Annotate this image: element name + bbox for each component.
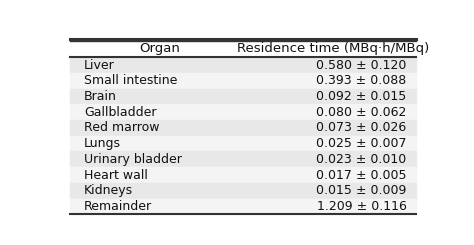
Bar bbox=[70, 183, 416, 199]
Bar bbox=[70, 136, 416, 151]
Text: 0.080 ± 0.062: 0.080 ± 0.062 bbox=[316, 106, 406, 119]
Text: Organ: Organ bbox=[140, 42, 181, 55]
Bar bbox=[70, 120, 416, 136]
Text: Kidneys: Kidneys bbox=[84, 184, 133, 197]
Text: 0.015 ± 0.009: 0.015 ± 0.009 bbox=[316, 184, 406, 197]
Bar bbox=[70, 167, 416, 183]
Bar bbox=[70, 39, 416, 57]
Text: Heart wall: Heart wall bbox=[84, 169, 148, 182]
Text: Lungs: Lungs bbox=[84, 137, 121, 150]
Text: 0.092 ± 0.015: 0.092 ± 0.015 bbox=[316, 90, 406, 103]
Text: 0.023 ± 0.010: 0.023 ± 0.010 bbox=[316, 153, 406, 166]
Text: 0.393 ± 0.088: 0.393 ± 0.088 bbox=[316, 74, 406, 87]
Text: 0.017 ± 0.005: 0.017 ± 0.005 bbox=[316, 169, 406, 182]
Text: Liver: Liver bbox=[84, 59, 115, 72]
Text: 0.580 ± 0.120: 0.580 ± 0.120 bbox=[316, 59, 406, 72]
Bar bbox=[70, 89, 416, 104]
Text: Remainder: Remainder bbox=[84, 200, 152, 213]
Text: Urinary bladder: Urinary bladder bbox=[84, 153, 182, 166]
Text: 0.025 ± 0.007: 0.025 ± 0.007 bbox=[316, 137, 406, 150]
Bar bbox=[70, 57, 416, 73]
Bar bbox=[70, 151, 416, 167]
Text: 0.073 ± 0.026: 0.073 ± 0.026 bbox=[316, 122, 406, 135]
Text: Brain: Brain bbox=[84, 90, 117, 103]
Bar bbox=[70, 104, 416, 120]
Text: Small intestine: Small intestine bbox=[84, 74, 178, 87]
Bar bbox=[70, 73, 416, 89]
Text: Gallbladder: Gallbladder bbox=[84, 106, 157, 119]
Text: 1.209 ± 0.116: 1.209 ± 0.116 bbox=[317, 200, 406, 213]
Bar bbox=[70, 199, 416, 214]
Text: Red marrow: Red marrow bbox=[84, 122, 160, 135]
Text: Residence time (MBq·h/MBq): Residence time (MBq·h/MBq) bbox=[237, 42, 429, 55]
